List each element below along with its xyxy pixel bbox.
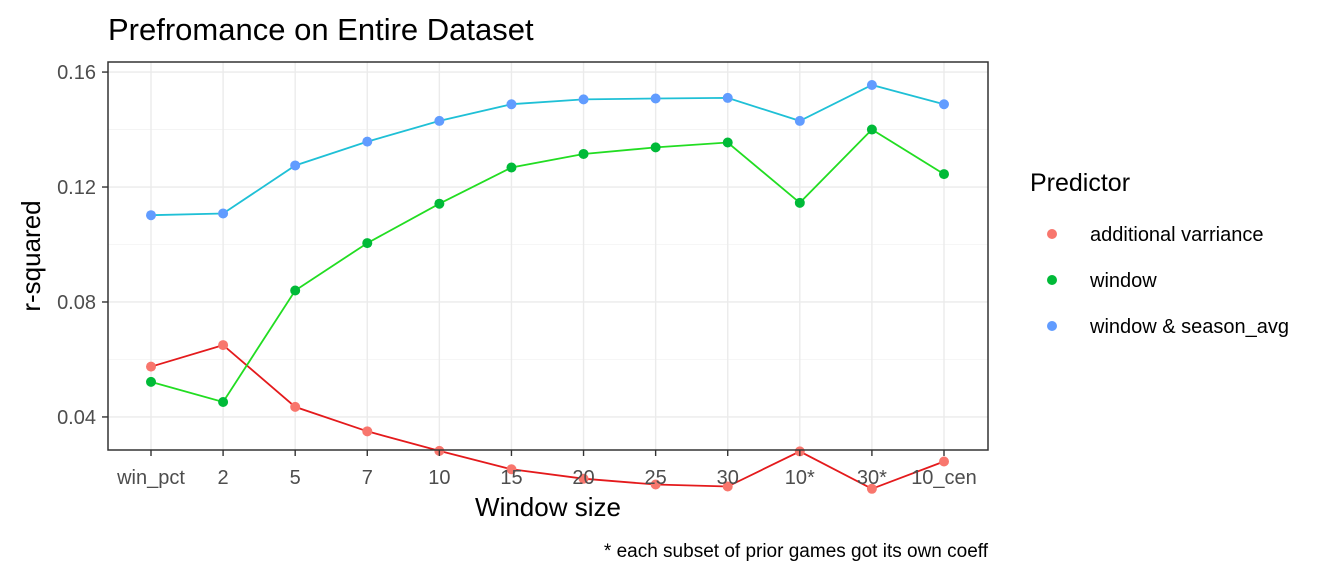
data-point <box>794 197 805 208</box>
data-point <box>434 198 445 209</box>
data-point <box>146 210 156 221</box>
x-tick-label: win_pct <box>116 467 185 489</box>
series-line <box>150 84 945 217</box>
data-point <box>866 483 877 494</box>
x-tick-label: 10 <box>428 467 450 489</box>
x-tick-label: 30* <box>857 467 887 489</box>
data-point <box>362 426 373 437</box>
data-point <box>506 162 517 173</box>
x-tick-label: 7 <box>362 467 373 489</box>
y-axis: 0.04 0.08 0.12 0.16 <box>57 62 108 429</box>
data-point <box>506 464 517 475</box>
x-tick-label: 30 <box>717 467 739 489</box>
data-point <box>866 124 877 135</box>
data-point <box>506 99 517 110</box>
y-tick-label: 0.16 <box>57 62 96 84</box>
x-tick-label: 20 <box>572 467 594 489</box>
x-tick-label: 25 <box>645 467 667 489</box>
chart-caption: * each subset of prior games got its own… <box>604 541 989 562</box>
data-point <box>939 169 949 180</box>
y-tick-label: 0.12 <box>57 177 96 199</box>
data-point <box>290 401 301 412</box>
data-point <box>939 99 949 110</box>
data-point <box>362 136 373 147</box>
data-point <box>722 481 733 492</box>
legend-label: additional varriance <box>1090 224 1263 246</box>
data-point <box>650 142 661 153</box>
x-tick-label: 2 <box>218 467 229 489</box>
data-point <box>722 137 733 148</box>
x-axis: win_pct 2 5 7 10 15 20 25 30 10* 30* 10_cen <box>116 450 977 489</box>
series-line <box>150 344 945 490</box>
data-point <box>578 473 589 484</box>
data-point <box>722 92 733 103</box>
x-tick-label: 10_cen <box>911 467 977 489</box>
data-point <box>218 397 229 408</box>
legend: Predictor additional varriance window wind… <box>1030 169 1289 338</box>
data-point <box>650 479 661 490</box>
x-axis-title: Window size <box>475 492 621 522</box>
chart-title: Prefromance on Entire Dataset <box>108 12 534 47</box>
data-point <box>362 238 373 249</box>
legend-key <box>1047 321 1057 331</box>
series-line <box>150 128 945 404</box>
x-tick-label: 10* <box>785 467 815 489</box>
legend-label: window <box>1089 270 1157 292</box>
data-point <box>578 94 589 105</box>
data-point <box>146 361 156 372</box>
data-point <box>578 148 589 159</box>
major-gridlines <box>108 62 988 450</box>
plot-panel-border <box>107 61 989 451</box>
legend-title: Predictor <box>1030 169 1130 197</box>
y-tick-label: 0.08 <box>57 292 96 314</box>
x-tick-label: 5 <box>290 467 301 489</box>
legend-key <box>1047 275 1057 285</box>
data-point <box>290 285 301 296</box>
data-point <box>434 115 445 126</box>
data-point <box>866 79 877 90</box>
data-point <box>290 160 301 171</box>
minor-gridlines <box>108 129 988 360</box>
data-point <box>650 93 661 104</box>
y-axis-title: r-squared <box>16 200 46 311</box>
x-tick-label: 15 <box>500 467 522 489</box>
legend-label: window & season_avg <box>1089 316 1289 338</box>
data-point <box>794 115 805 126</box>
series-layer <box>146 79 949 494</box>
legend-key <box>1047 229 1057 239</box>
y-tick-label: 0.04 <box>57 407 96 429</box>
data-point <box>939 456 949 467</box>
data-point <box>146 376 156 387</box>
data-point <box>218 208 229 219</box>
data-point <box>218 340 229 351</box>
